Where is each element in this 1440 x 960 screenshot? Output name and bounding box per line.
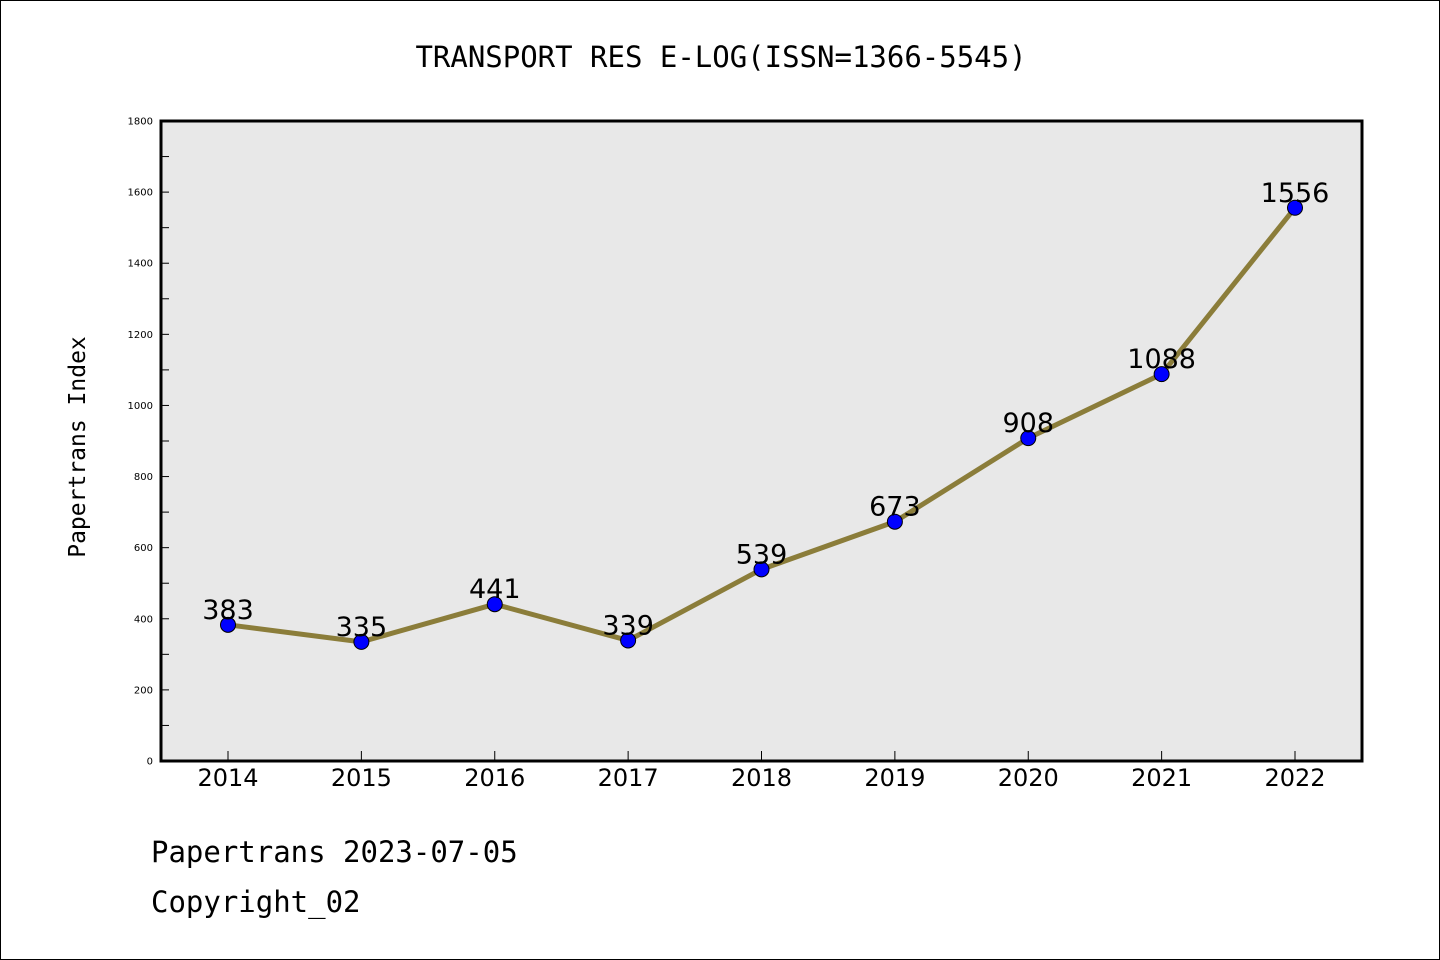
x-tick-label: 2017 [598, 764, 659, 792]
data-label: 441 [469, 574, 521, 605]
y-tick-label: 600 [134, 543, 153, 554]
y-tick-label: 400 [134, 614, 153, 625]
y-tick-label: 800 [134, 472, 153, 483]
data-point-marker [353, 633, 370, 650]
y-axis: 0 200 400 600 800 1000 1200 1400 1600 1800 [128, 117, 169, 768]
data-label: 673 [869, 492, 921, 523]
data-point-marker [220, 616, 236, 633]
data-point-marker [886, 513, 903, 530]
y-tick-label: 0 [147, 757, 153, 768]
data-label: 539 [736, 539, 788, 570]
y-tick-label: 1200 [128, 330, 153, 341]
data-labels: 383 335 441 339 539 673 908 1088 1556 [202, 178, 1329, 643]
footer-date: Papertrans 2023-07-05 [151, 835, 518, 869]
data-label: 1556 [1261, 178, 1330, 209]
x-axis: 2014 2015 2016 2017 2018 2019 2020 2021 2022 [197, 751, 1326, 792]
y-tick-label: 1600 [128, 188, 153, 199]
data-point-marker [753, 561, 770, 578]
x-tick-label: 2019 [864, 764, 925, 792]
x-tick-label: 2014 [197, 764, 258, 792]
x-tick-label: 2022 [1264, 764, 1325, 792]
plot-area [159, 119, 1364, 763]
series-markers [220, 199, 1303, 650]
y-axis-label: Papertrans Index [65, 336, 91, 558]
y-tick-label: 200 [134, 685, 153, 696]
x-tick-label: 2015 [331, 764, 392, 792]
data-label: 335 [336, 612, 388, 643]
data-label: 908 [1002, 408, 1054, 439]
data-label: 1088 [1127, 344, 1196, 375]
x-tick-label: 2021 [1131, 764, 1192, 792]
y-tick-label: 1000 [128, 401, 153, 412]
data-point-marker [1153, 366, 1170, 383]
x-tick-label: 2016 [464, 764, 525, 792]
x-tick-label: 2018 [731, 764, 792, 792]
data-point-marker [1287, 199, 1303, 216]
data-label: 339 [602, 610, 654, 641]
y-tick-label: 1400 [128, 259, 153, 270]
data-label: 383 [202, 595, 254, 626]
x-tick-label: 2020 [998, 764, 1059, 792]
chart-title: TRANSPORT RES E-LOG(ISSN=1366-5545) [415, 40, 1026, 74]
data-point-marker [1020, 430, 1037, 447]
data-point-marker [486, 596, 503, 613]
data-point-marker [620, 632, 637, 649]
footer-copyright: Copyright_02 [151, 885, 361, 919]
y-tick-label: 1800 [128, 117, 153, 128]
